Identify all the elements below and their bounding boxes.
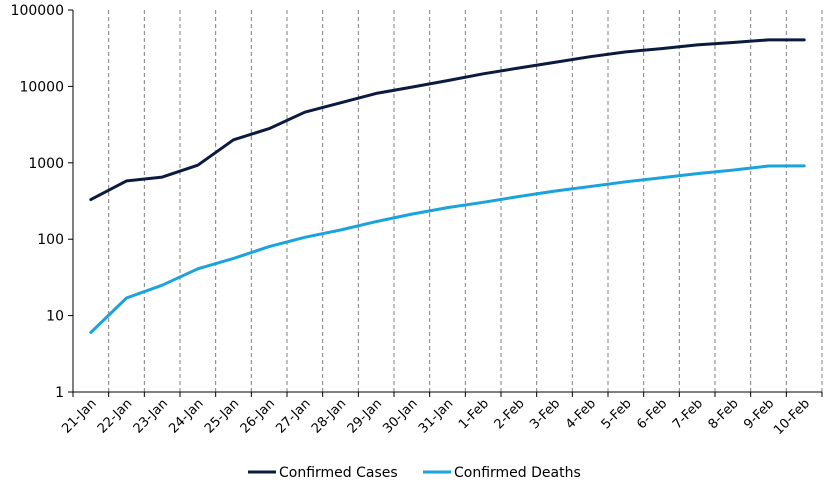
y-tick-label: 1000: [28, 156, 64, 172]
y-axis-tick-labels: 1 10 100 1000 10000 100000: [11, 3, 64, 401]
x-tick-label: 3-Feb: [527, 396, 563, 432]
legend: Confirmed Cases Confirmed Deaths: [248, 465, 581, 481]
x-tick-label: 29-Jan: [345, 396, 385, 436]
x-tick-label: 1-Feb: [456, 396, 492, 432]
y-tick-label: 100000: [11, 3, 64, 19]
x-tick-label: 24-Jan: [166, 396, 206, 436]
x-tick-label: 5-Feb: [599, 396, 635, 432]
series-line-confirmed-deaths: [89, 164, 806, 334]
vertical-gridlines: [108, 10, 823, 392]
y-tick-label: 1: [55, 385, 64, 401]
y-tick-label: 10: [46, 309, 64, 325]
x-tick-label: 4-Feb: [563, 396, 599, 432]
legend-label: Confirmed Deaths: [454, 465, 581, 481]
x-tick-label: 28-Jan: [309, 396, 349, 436]
x-tick-label: 26-Jan: [238, 396, 278, 436]
y-tick-label: 100: [37, 232, 64, 248]
x-tick-label: 22-Jan: [95, 396, 135, 436]
x-tick-label: 30-Jan: [380, 396, 420, 436]
x-tick-label: 21-Jan: [59, 396, 99, 436]
x-tick-label: 8-Feb: [706, 396, 742, 432]
x-tick-label: 31-Jan: [416, 396, 456, 436]
x-tick-label: 2-Feb: [492, 396, 528, 432]
y-tick-label: 10000: [19, 79, 64, 95]
x-tick-label: 23-Jan: [131, 396, 171, 436]
series-lines: [89, 38, 806, 334]
x-tick-label: 10-Feb: [771, 396, 813, 438]
x-axis-tick-labels: 21-Jan22-Jan23-Jan24-Jan25-Jan26-Jan27-J…: [59, 396, 813, 438]
x-tick-label: 27-Jan: [273, 396, 313, 436]
x-tick-label: 25-Jan: [202, 396, 242, 436]
series-line-confirmed-cases: [89, 38, 806, 202]
x-tick-label: 7-Feb: [670, 396, 706, 432]
x-tick-label: 6-Feb: [634, 396, 670, 432]
axes: [68, 9, 823, 397]
legend-label: Confirmed Cases: [279, 465, 398, 481]
